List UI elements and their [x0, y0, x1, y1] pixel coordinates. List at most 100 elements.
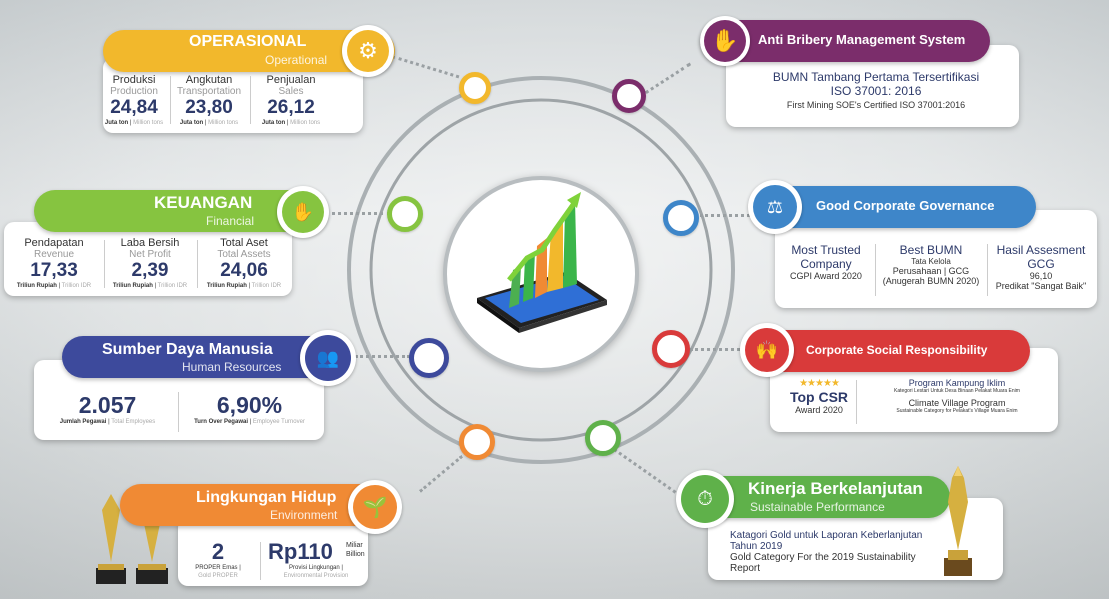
csr-award-year: Award 2020 [795, 405, 843, 415]
gcg-anugerah: (Anugerah BUMN 2020) [882, 276, 980, 286]
ring-dot-kinerja[interactable] [585, 420, 621, 456]
assets-value: 24,06 [220, 260, 268, 281]
connector-gcg [700, 214, 750, 217]
keuangan-col-2: Laba Bersih Net Profit 2,39 Triliun Rupi… [104, 237, 196, 290]
sdm-title: Sumber Daya Manusia [102, 341, 273, 358]
ring-dot-gcg[interactable] [663, 200, 699, 236]
operasional-col-2: Angkutan Transportation 23,80 Juta ton |… [172, 74, 246, 127]
gcg-most-trusted: Most Trusted [791, 243, 861, 257]
gold-trophy-image [944, 466, 972, 576]
ring-dot-operasional[interactable] [459, 72, 491, 104]
gcg-title: Good Corporate Governance [816, 198, 995, 213]
sales-label-en: Sales [278, 86, 304, 97]
production-value: 24,84 [110, 97, 158, 118]
production-label-en: Production [110, 86, 158, 97]
revenue-label: Pendapatan [24, 237, 84, 249]
net-profit-label: Laba Bersih [120, 237, 180, 249]
lingkungan-title: Lingkungan Hidup [196, 489, 337, 506]
antibribery-badge: ✋ [700, 16, 750, 66]
proper-unit: PROPER Emas | [195, 565, 241, 571]
ring-dot-sdm[interactable] [409, 338, 449, 378]
ring-dot-csr[interactable] [652, 330, 690, 368]
kinerja-line-2: Tahun 2019 [730, 541, 783, 552]
csr-stars: ★★★★★ [799, 378, 840, 389]
employees-unit: Jumlah Pegawai | Total Employees [59, 419, 156, 425]
antibribery-line-1: BUMN Tambang Pertama Tersertifikasi [772, 70, 980, 84]
connector-keuangan [325, 212, 390, 215]
ring-dot-lingkungan[interactable] [459, 424, 495, 460]
kinerja-text: Katagori Gold untuk Laporan Keberlanjuta… [730, 530, 940, 574]
gcg-col-1: Most Trusted Company CGPI Award 2020 [776, 243, 876, 281]
gcg-gcg: GCG [1027, 257, 1055, 271]
provisi-unit: Provisi Lingkungan | [289, 565, 343, 571]
keuangan-card [4, 222, 292, 296]
keuangan-badge: ✋ [277, 186, 329, 238]
transport-label-en: Transportation [176, 86, 242, 97]
connector-sdm [355, 355, 410, 358]
presentation-board-icon: ⚖ [766, 196, 784, 217]
turnover-col: 6,90% Turn Over Pegawai | Employee Turno… [182, 392, 317, 426]
operasional-col-3: Penjualan Sales 26,12 Juta ton | Million… [254, 74, 328, 127]
assets-label-en: Total Assets [217, 249, 271, 260]
stop-hand-icon: ✋ [711, 28, 739, 53]
kinerja-title: Kinerja Berkelanjutan [748, 479, 923, 498]
net-profit-value: 2,39 [131, 260, 169, 281]
ring-dot-keuangan[interactable] [387, 196, 423, 232]
tablet-growth-chart-icon [477, 192, 607, 333]
kinerja-badge: ⏱ [676, 470, 734, 528]
proper-col: 2 PROPER Emas | Gold PROPER [180, 540, 256, 580]
provisi-value-row: Rp110 Miliar Billion [262, 540, 370, 564]
lingkungan-badge: 🌱 [348, 480, 402, 534]
gcg-company: Company [800, 257, 852, 271]
gcg-perusahaan: Perusahaan | GCG [892, 266, 970, 276]
lingkungan-subtitle: Environment [270, 508, 338, 522]
gcg-best-bumn: Best BUMN [899, 243, 963, 257]
employees-col: 2.057 Jumlah Pegawai | Total Employees [40, 392, 175, 426]
gcg-assessment: Hasil Assesment [996, 243, 1086, 257]
transport-unit: Juta ton | Million tons [179, 120, 239, 126]
csr-title: Corporate Social Responsibility [806, 343, 988, 357]
employees-value: 2.057 [78, 392, 137, 418]
kinerja-banner: Kinerja Berkelanjutan Sustainable Perfor… [688, 476, 950, 518]
gcg-banner: Good Corporate Governance [760, 186, 1036, 228]
gcg-col-3: Hasil Assesment GCG 96,10 Predikat "Sang… [988, 243, 1094, 291]
net-profit-unit: Triliun Rupiah | Trillion IDR [112, 283, 188, 289]
operasional-col-1: Produksi Production 24,84 Juta ton | Mil… [103, 74, 165, 127]
sprout-icon: 🌱 [362, 496, 388, 519]
keuangan-subtitle: Financial [206, 214, 255, 228]
csr-program-2: Climate Village Program [908, 398, 1006, 408]
assets-unit: Triliun Rupiah | Trillion IDR [206, 283, 282, 289]
provisi-col: Rp110 Miliar Billion Provisi Lingkungan … [262, 540, 370, 580]
production-unit: Juta ton | Million tons [104, 120, 164, 126]
proper-value: 2 [211, 539, 225, 564]
gear-bulb-icon: ⚙ [358, 38, 378, 63]
gcg-col-2: Best BUMN Tata Kelola Perusahaan | GCG (… [876, 243, 986, 286]
sales-value: 26,12 [267, 97, 315, 118]
kinerja-line-4: Report [730, 563, 761, 574]
operasional-badge: ⚙ [342, 25, 394, 77]
csr-program-2-sub: Sustainable Category for Pelakat's Villa… [896, 408, 1018, 414]
ring-dot-antibribery[interactable] [612, 79, 646, 113]
sales-label: Penjualan [266, 74, 316, 86]
people-network-icon: 👥 [316, 347, 340, 368]
provisi-suffix-2: Billion [346, 551, 365, 558]
production-label: Produksi [112, 74, 156, 86]
lingkungan-card [178, 518, 368, 586]
provisi-suffix-1: Miliar [346, 542, 363, 549]
turnover-unit: Turn Over Pegawai | Employee Turnover [194, 419, 305, 425]
gcg-cgpi-award: CGPI Award 2020 [790, 271, 862, 281]
operasional-title: OPERASIONAL [189, 33, 307, 50]
kinerja-subtitle: Sustainable Performance [750, 500, 885, 514]
gcg-predicate: Predikat "Sangat Baik" [995, 281, 1087, 291]
sales-unit: Juta ton | Million tons [261, 120, 321, 126]
kinerja-line-3: Gold Category For the 2019 Sustainabilit… [730, 552, 916, 563]
people-hands-icon: 🙌 [755, 339, 779, 360]
csr-program-1: Program Kampung Iklim [908, 378, 1006, 388]
antibribery-text: BUMN Tambang Pertama Tersertifikasi ISO … [736, 70, 1016, 110]
antibribery-line-3: First Mining SOE's Certified ISO 37001:2… [786, 100, 966, 110]
net-profit-label-en: Net Profit [129, 249, 171, 260]
revenue-unit: Triliun Rupiah | Trillion IDR [16, 283, 92, 289]
transport-label: Angkutan [185, 74, 233, 86]
keuangan-col-3: Total Aset Total Assets 24,06 Triliun Ru… [198, 237, 290, 290]
